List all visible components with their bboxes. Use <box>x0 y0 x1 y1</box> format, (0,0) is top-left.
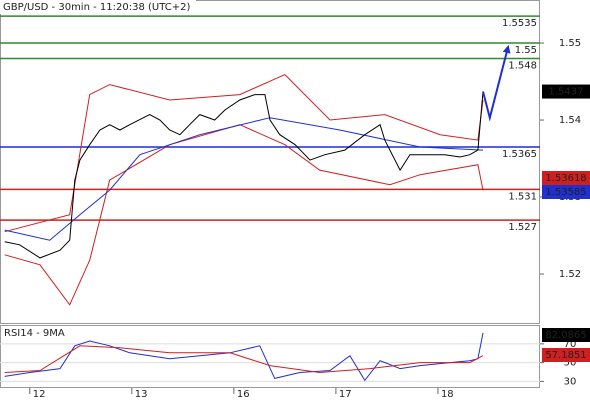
price-tag: 82.0865 <box>545 330 586 341</box>
price-tag-box <box>542 171 590 185</box>
y-tick-label: 1.54 <box>559 115 581 126</box>
level-label: 1.531 <box>508 191 537 202</box>
y-tick-label: 70 <box>564 339 577 350</box>
price-tag-box <box>542 185 590 199</box>
price-tag: 1.5437 <box>549 87 584 98</box>
level-label: 1.5365 <box>502 149 537 160</box>
rsi-title-bg <box>2 326 68 339</box>
series-line <box>4 74 484 233</box>
forecast-arrow <box>482 44 511 122</box>
price-tag: 1.53585 <box>545 187 586 198</box>
rsi-panel <box>0 325 540 388</box>
y-tick-label: 30 <box>564 376 577 387</box>
series-line <box>4 91 484 259</box>
price-tag: 1.53618 <box>545 173 586 184</box>
rsi-title: RSI14 - 9MA <box>4 328 65 339</box>
level-label: 1.527 <box>508 222 537 233</box>
x-tick-label: 16 <box>237 389 250 400</box>
series-line <box>4 124 484 306</box>
y-tick-label: 1.52 <box>559 269 581 280</box>
series-line <box>4 117 484 241</box>
level-label: 1.55 <box>515 45 537 56</box>
price-tag-box <box>542 328 590 342</box>
level-label: 1.5535 <box>502 18 537 29</box>
price-tag-box <box>542 348 590 362</box>
x-tick-label: 12 <box>33 389 46 400</box>
price-panel <box>0 0 540 324</box>
series-line <box>4 345 484 374</box>
marks: 1.551.541.531.521.55351.551.5481.53651.5… <box>0 15 590 400</box>
price-tag-box <box>542 84 590 99</box>
x-tick-label: 13 <box>135 389 148 400</box>
y-tick-label: 1.55 <box>559 38 581 49</box>
price-tag: 57.1851 <box>545 350 586 361</box>
title-bg <box>0 0 196 14</box>
series-line <box>4 332 484 382</box>
x-tick-label: 18 <box>441 389 454 400</box>
chart-title: GBP/USD - 30min - 11:20:38 (UTC+2) <box>3 2 190 13</box>
level-label: 1.548 <box>508 60 537 71</box>
y-tick-label: 50 <box>564 358 577 369</box>
x-tick-label: 17 <box>339 389 352 400</box>
